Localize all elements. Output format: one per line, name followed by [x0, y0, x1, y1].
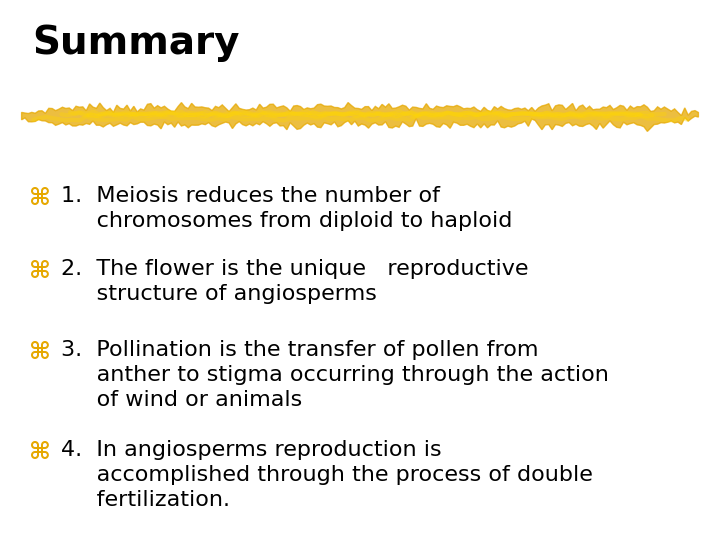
- Text: 3.  Pollination is the transfer of pollen from
     anther to stigma occurring t: 3. Pollination is the transfer of pollen…: [61, 340, 609, 410]
- Text: 2.  The flower is the unique   reproductive
     structure of angiosperms: 2. The flower is the unique reproductive…: [61, 259, 528, 304]
- Text: ⌘: ⌘: [29, 186, 50, 210]
- Text: ⌘: ⌘: [29, 259, 50, 283]
- Text: Summary: Summary: [32, 24, 240, 62]
- Text: 1.  Meiosis reduces the number of
     chromosomes from diploid to haploid: 1. Meiosis reduces the number of chromos…: [61, 186, 513, 231]
- Polygon shape: [22, 103, 698, 131]
- Text: ⌘: ⌘: [29, 340, 50, 364]
- Text: 4.  In angiosperms reproduction is
     accomplished through the process of doub: 4. In angiosperms reproduction is accomp…: [61, 440, 593, 510]
- Text: ⌘: ⌘: [29, 440, 50, 464]
